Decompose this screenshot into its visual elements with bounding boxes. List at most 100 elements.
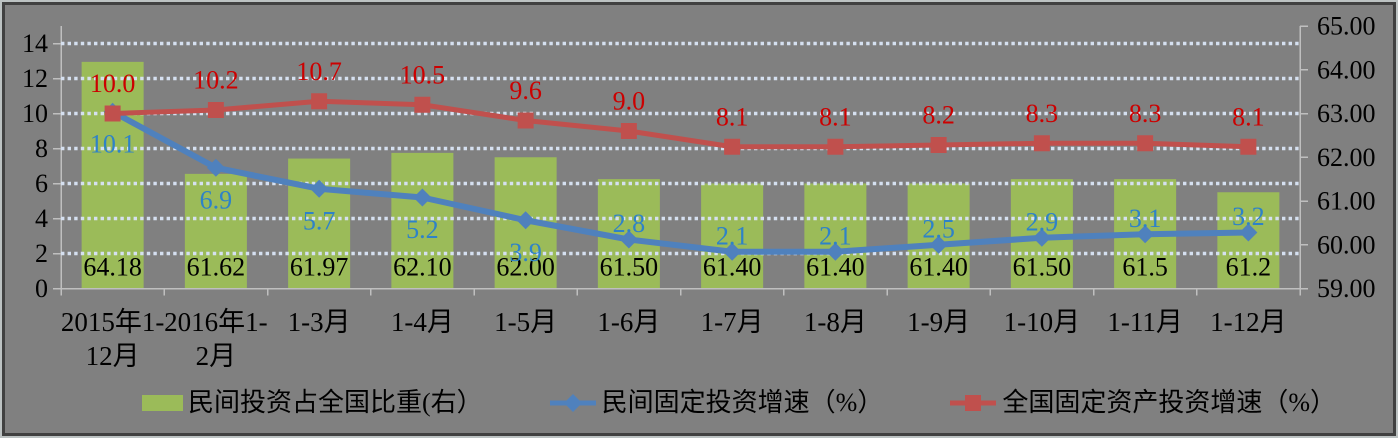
x-axis-label: 12月 [86, 341, 140, 371]
bar-value-label: 61.50 [1013, 253, 1072, 282]
line-value-label: 8.1 [1232, 102, 1265, 131]
diamond-marker [206, 158, 225, 177]
right-axis-tick-label: 60.00 [1317, 230, 1376, 259]
line-value-label: 10.2 [193, 66, 239, 95]
line-value-label: 5.2 [406, 215, 439, 244]
left-axis-tick-label: 12 [22, 64, 48, 93]
legend-label-blue-line-series: 民间固定投资增速（%） [601, 388, 884, 417]
square-marker [930, 137, 947, 153]
line-value-label: 8.1 [716, 102, 749, 131]
x-axis-label: 2月 [196, 341, 237, 371]
bar-value-label: 61.62 [187, 253, 246, 282]
bar [701, 183, 764, 289]
x-axis-label: 1-3月 [288, 307, 351, 337]
diamond-marker [826, 242, 845, 261]
x-axis-label: 1-12月 [1210, 307, 1287, 337]
left-axis-tick-label: 14 [22, 29, 48, 58]
line-value-label: 2.8 [613, 209, 646, 238]
line-value-label: 10.7 [296, 57, 342, 86]
legend-label-red-line-series: 全国固定资产投资增速（%） [1002, 388, 1337, 417]
line-value-label: 8.1 [819, 102, 852, 131]
x-axis-label: 1-4月 [391, 307, 454, 337]
line-value-label: 2.1 [716, 221, 749, 250]
legend-label-bar-series: 民间投资占全国比重(右） [188, 388, 483, 417]
line-value-label: 3.9 [509, 238, 542, 267]
legend-item-red-line-series: 全国固定资产投资增速（%） [949, 390, 1336, 416]
line-value-label: 10.5 [400, 60, 446, 89]
right-axis-tick-label: 64.00 [1317, 55, 1376, 84]
legend-item-bar-series: 民间投资占全国比重(右） [142, 390, 483, 416]
square-series-line [112, 98, 1249, 150]
bar [804, 183, 867, 289]
line-value-label: 6.9 [200, 185, 233, 214]
chart-legend: 民间投资占全国比重(右） 民间固定投资增速（%） 全国固定资产投资增速（%） [142, 386, 1336, 420]
x-axis-label: 2015年1- [61, 307, 165, 337]
diamond-marker [516, 211, 535, 230]
bar-value-label: 62.00 [496, 253, 555, 282]
bar-value-label: 61.5 [1122, 253, 1168, 282]
bar-value-label: 61.40 [703, 253, 762, 282]
diamond-marker [1136, 225, 1155, 244]
line-value-label: 2.5 [922, 214, 955, 243]
diamond-marker [929, 235, 948, 254]
square-marker [620, 123, 637, 139]
bar [81, 61, 144, 289]
line-square-marker-icon [950, 395, 997, 411]
line-value-label: 8.3 [1026, 99, 1059, 128]
square-marker [1137, 135, 1154, 152]
x-axis-label: 1-9月 [907, 307, 970, 337]
diamond-marker [1032, 228, 1051, 247]
square-marker [827, 138, 844, 155]
diamond-marker [310, 179, 329, 198]
x-axis-label: 1-7月 [701, 307, 764, 337]
square-marker [1240, 138, 1257, 155]
x-axis-label: 1-6月 [597, 307, 660, 337]
diamond-series-line [111, 109, 1249, 255]
bar-series-swatch-icon [142, 395, 183, 411]
line-value-label: 10.1 [90, 129, 136, 158]
line-value-label: 9.6 [509, 76, 542, 105]
right-axis-tick-label: 65.00 [1317, 12, 1376, 41]
square-marker [311, 93, 328, 110]
bar-value-label: 61.97 [290, 253, 349, 282]
left-axis-tick-label: 10 [22, 99, 48, 128]
line-value-label: 3.2 [1232, 202, 1265, 231]
x-axis-label: 1-11月 [1107, 307, 1183, 337]
left-axis-tick-label: 4 [35, 204, 48, 233]
left-axis-tick-label: 8 [35, 134, 48, 163]
bar [391, 152, 454, 289]
bar-value-label: 61.2 [1226, 253, 1272, 282]
left-axis-tick-label: 2 [35, 239, 48, 268]
bar-value-label: 64.18 [83, 253, 142, 282]
right-axis-tick-label: 62.00 [1317, 143, 1376, 172]
line-value-label: 3.1 [1129, 204, 1162, 233]
square-marker [414, 96, 431, 113]
x-axis-label: 1-10月 [1004, 307, 1081, 337]
bar [184, 173, 247, 289]
right-axis-tick-label: 59.00 [1317, 274, 1376, 303]
line-value-label: 2.9 [1026, 207, 1059, 236]
x-axis-label: 1-8月 [804, 307, 867, 337]
bar-value-label: 61.40 [909, 253, 968, 282]
bar-value-label: 61.50 [600, 253, 659, 282]
x-axis-label: 1-5月 [494, 307, 557, 337]
line-value-label: 10.0 [90, 69, 136, 98]
line-value-label: 8.2 [922, 101, 955, 130]
left-axis-tick-label: 0 [35, 274, 48, 303]
x-axis-label: 2016年1- [164, 307, 268, 337]
diamond-marker [619, 230, 638, 249]
left-axis-tick-label: 6 [35, 169, 48, 198]
legend-item-blue-line-series: 民间固定投资增速（%） [549, 388, 884, 417]
right-axis-tick-label: 61.00 [1317, 187, 1376, 216]
line-value-label: 9.0 [613, 87, 646, 116]
square-marker [517, 112, 534, 129]
line-diamond-marker-icon [549, 394, 596, 412]
line-value-label: 2.1 [819, 221, 852, 250]
bar-value-label: 61.40 [806, 253, 865, 282]
diamond-marker [1239, 223, 1258, 242]
square-marker [1033, 135, 1050, 152]
bar-value-label: 62.10 [393, 253, 452, 282]
square-marker [104, 105, 121, 122]
diamond-marker [723, 242, 742, 261]
